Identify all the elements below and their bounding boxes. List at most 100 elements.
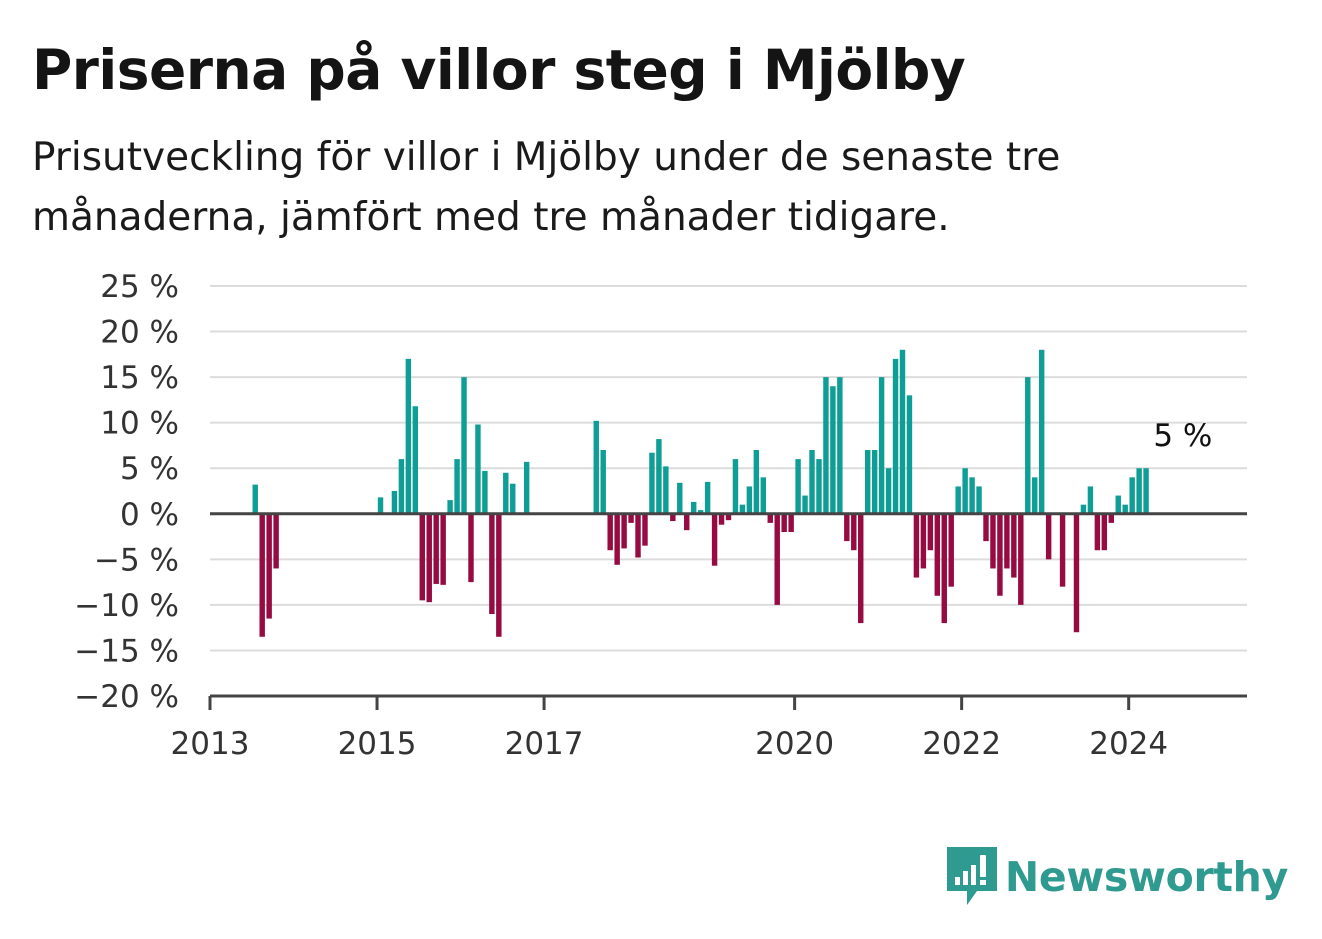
chart-subtitle: Prisutveckling för villor i Mjölby under… bbox=[32, 135, 1061, 240]
bar bbox=[732, 459, 739, 514]
bar bbox=[746, 486, 753, 514]
bar bbox=[969, 477, 975, 514]
bar bbox=[878, 377, 885, 514]
bar bbox=[607, 513, 613, 551]
bar bbox=[1129, 477, 1135, 514]
bar bbox=[690, 501, 697, 514]
bar bbox=[830, 386, 836, 514]
bar bbox=[774, 513, 780, 605]
bar bbox=[983, 513, 989, 542]
bar bbox=[1080, 504, 1087, 514]
bar bbox=[405, 358, 412, 514]
bar bbox=[802, 495, 808, 514]
bar bbox=[885, 468, 892, 514]
bar bbox=[510, 483, 516, 514]
latest-value-label: 5 % bbox=[1153, 418, 1212, 454]
y-tick-label: 15 % bbox=[100, 360, 179, 396]
x-tick-label: 2022 bbox=[922, 726, 1001, 762]
bar bbox=[398, 459, 405, 514]
bar bbox=[433, 513, 439, 584]
bar bbox=[475, 424, 481, 514]
bar bbox=[1025, 377, 1031, 514]
brand-logo: Newsworthy bbox=[946, 847, 1288, 906]
bar bbox=[760, 477, 767, 514]
bar bbox=[1073, 513, 1080, 633]
y-tick-label: 20 % bbox=[100, 315, 179, 351]
bar bbox=[844, 513, 850, 542]
bar bbox=[412, 406, 419, 514]
bar bbox=[725, 513, 732, 521]
y-tick-label: −15 % bbox=[74, 633, 179, 669]
bar bbox=[990, 513, 996, 569]
bar bbox=[426, 513, 432, 603]
y-tick-label: 5 % bbox=[120, 451, 179, 487]
bar bbox=[593, 420, 599, 514]
bar bbox=[697, 510, 704, 514]
bar bbox=[941, 513, 947, 624]
brand-name: Newsworthy bbox=[1004, 853, 1288, 901]
bar bbox=[454, 459, 460, 514]
bar bbox=[739, 504, 746, 514]
bar bbox=[934, 513, 941, 596]
bar bbox=[781, 513, 787, 532]
bar bbox=[419, 513, 425, 601]
bar bbox=[440, 513, 446, 585]
bar bbox=[913, 513, 920, 578]
bar bbox=[273, 513, 279, 569]
bar bbox=[948, 513, 954, 587]
bar bbox=[906, 395, 913, 514]
bar bbox=[1018, 513, 1024, 605]
bar bbox=[252, 484, 258, 514]
bar bbox=[858, 513, 864, 624]
bar bbox=[663, 466, 669, 514]
bar bbox=[523, 461, 530, 514]
bar bbox=[892, 358, 899, 514]
bar bbox=[976, 486, 982, 514]
bar bbox=[955, 486, 961, 514]
bar bbox=[496, 513, 502, 637]
bar-chart: 25 % 20 % 15 % 10 % 5 % 0 % −5 % −10 % −15 % −20 … bbox=[74, 269, 1247, 762]
y-axis-labels: 25 % 20 % 15 % 10 % 5 % 0 % −5 % −10 % −15 % −20 … bbox=[74, 269, 179, 715]
bar bbox=[1122, 504, 1128, 514]
bar bbox=[816, 459, 822, 514]
bar bbox=[628, 513, 634, 523]
bar-series bbox=[252, 349, 1149, 637]
bar bbox=[1032, 477, 1038, 514]
bar bbox=[795, 459, 801, 514]
y-tick-label: −20 % bbox=[74, 679, 179, 715]
bar bbox=[1038, 349, 1045, 514]
bar bbox=[899, 349, 906, 514]
bar bbox=[871, 450, 878, 514]
bar bbox=[753, 450, 760, 514]
bar bbox=[670, 513, 676, 522]
x-tick-label: 2020 bbox=[755, 726, 834, 762]
bar bbox=[649, 452, 655, 514]
bar bbox=[635, 513, 641, 558]
bar bbox=[920, 513, 927, 569]
bar bbox=[614, 513, 620, 565]
bar bbox=[642, 513, 648, 546]
bar bbox=[851, 513, 857, 551]
bar bbox=[788, 513, 794, 532]
x-tick-label: 2017 bbox=[505, 726, 584, 762]
bar bbox=[391, 491, 398, 514]
x-tick-label: 2015 bbox=[338, 726, 417, 762]
axes bbox=[208, 512, 1247, 710]
bar bbox=[962, 468, 968, 514]
bar bbox=[377, 497, 384, 514]
chart-title: Priserna på villor steg i Mjölby bbox=[32, 38, 966, 102]
bar bbox=[997, 513, 1003, 596]
bar bbox=[704, 481, 711, 514]
y-tick-label: −5 % bbox=[94, 542, 179, 578]
bar bbox=[621, 513, 627, 549]
bar bbox=[1115, 495, 1121, 514]
y-tick-label: 0 % bbox=[120, 497, 179, 533]
grid-lines bbox=[210, 285, 1247, 652]
bar bbox=[809, 450, 815, 514]
x-axis-labels: 2013 2015 2017 2020 2022 2024 bbox=[171, 726, 1169, 762]
bar bbox=[259, 513, 265, 637]
bar bbox=[864, 450, 871, 514]
bar bbox=[1108, 513, 1114, 523]
bar bbox=[468, 513, 474, 583]
bar bbox=[1045, 513, 1052, 560]
